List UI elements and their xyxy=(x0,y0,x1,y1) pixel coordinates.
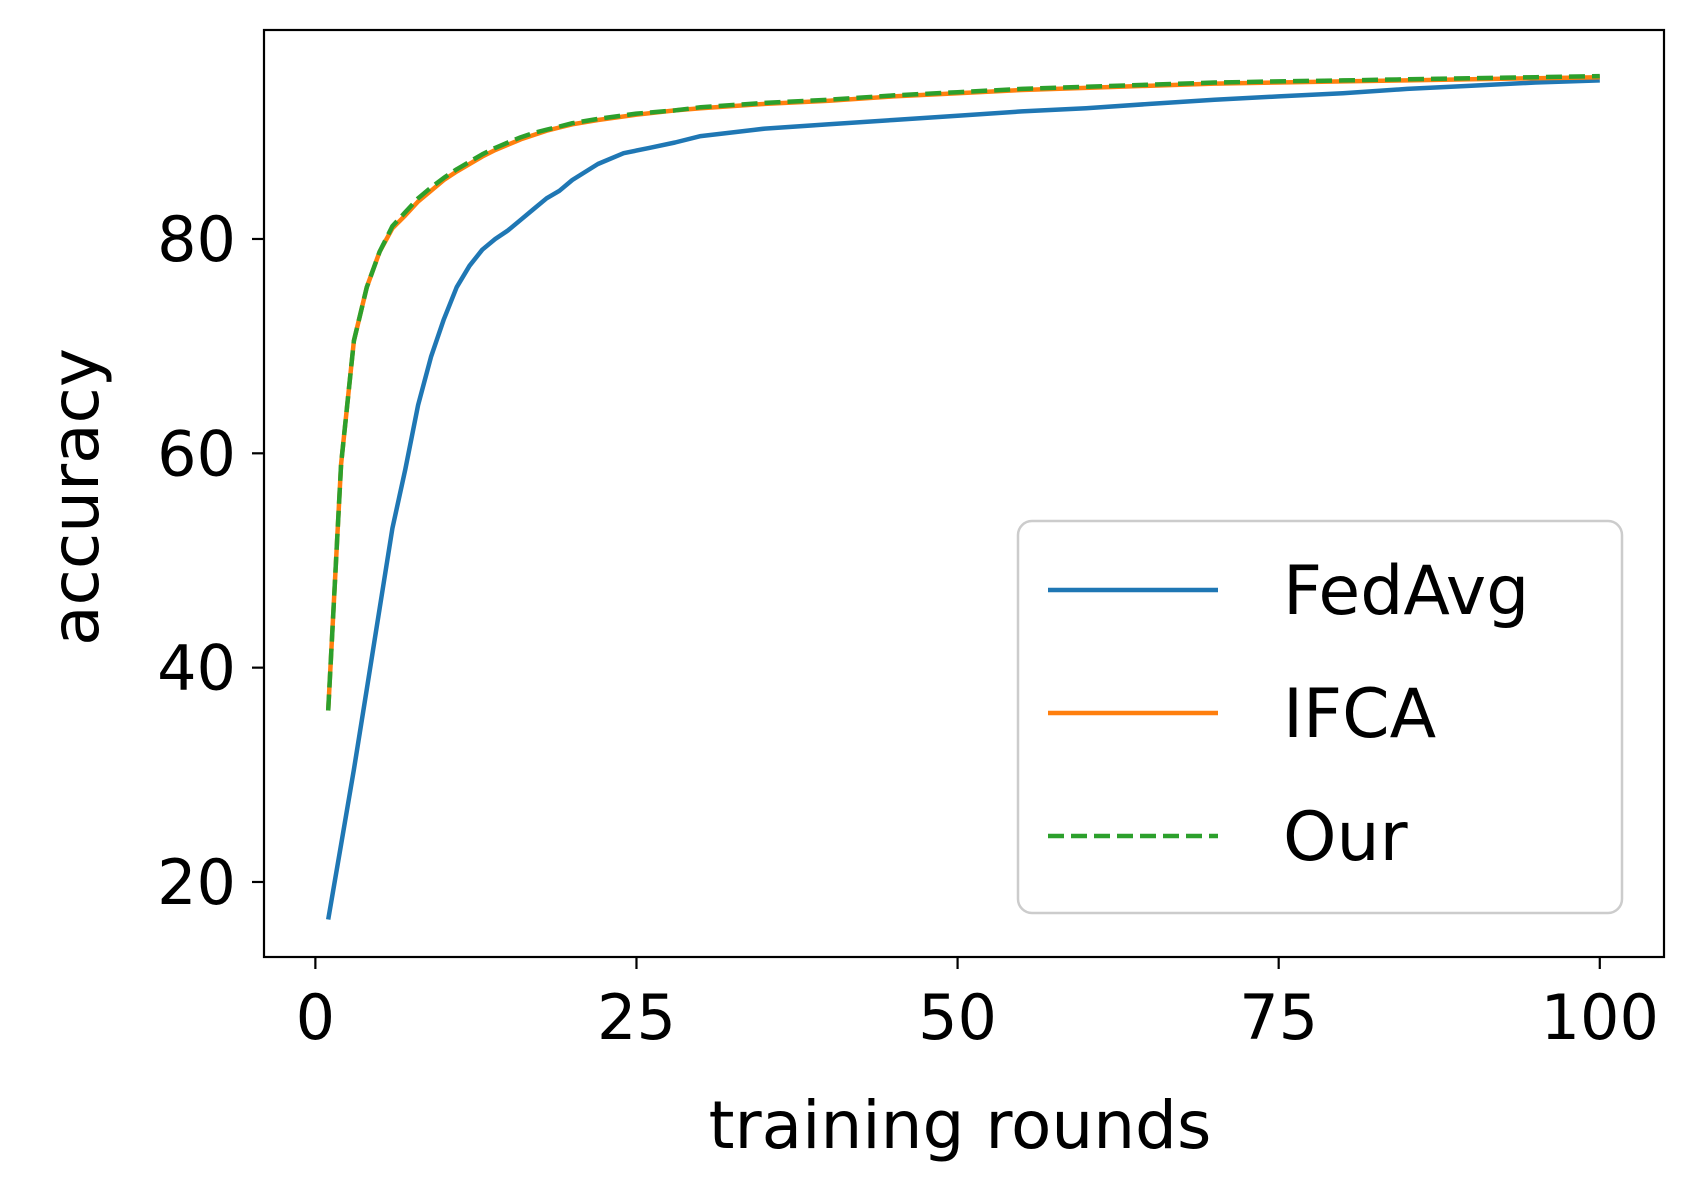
x-tick-label: 25 xyxy=(597,981,676,1054)
x-tick-label: 0 xyxy=(296,981,335,1054)
y-axis-ticks: 20 40 60 80 xyxy=(157,203,264,919)
y-tick-label: 40 xyxy=(157,632,236,705)
legend-entries: FedAvg IFCA Our xyxy=(1048,552,1529,877)
y-axis-label: accuracy xyxy=(37,348,114,646)
legend-label-fedavg: FedAvg xyxy=(1283,552,1529,631)
plot-area-frame xyxy=(262,28,1666,959)
series-line-our xyxy=(325,73,1600,711)
series-line-fedavg xyxy=(325,78,1600,920)
x-tick-label: 50 xyxy=(918,981,997,1054)
x-axis-label: training rounds xyxy=(709,1087,1212,1164)
x-tick-label: 75 xyxy=(1239,981,1318,1054)
y-tick-label: 60 xyxy=(157,417,236,490)
legend: FedAvg IFCA Our xyxy=(1016,519,1624,915)
y-tick-label: 80 xyxy=(157,203,236,276)
x-tick-label: 100 xyxy=(1541,981,1659,1054)
y-tick-label: 20 xyxy=(157,846,236,919)
x-axis-ticks: 0 25 50 75 100 xyxy=(296,957,1659,1054)
series-lines xyxy=(325,73,1600,920)
legend-label-ifca: IFCA xyxy=(1283,675,1436,754)
legend-frame xyxy=(1016,519,1624,915)
legend-label-our: Our xyxy=(1283,798,1408,877)
